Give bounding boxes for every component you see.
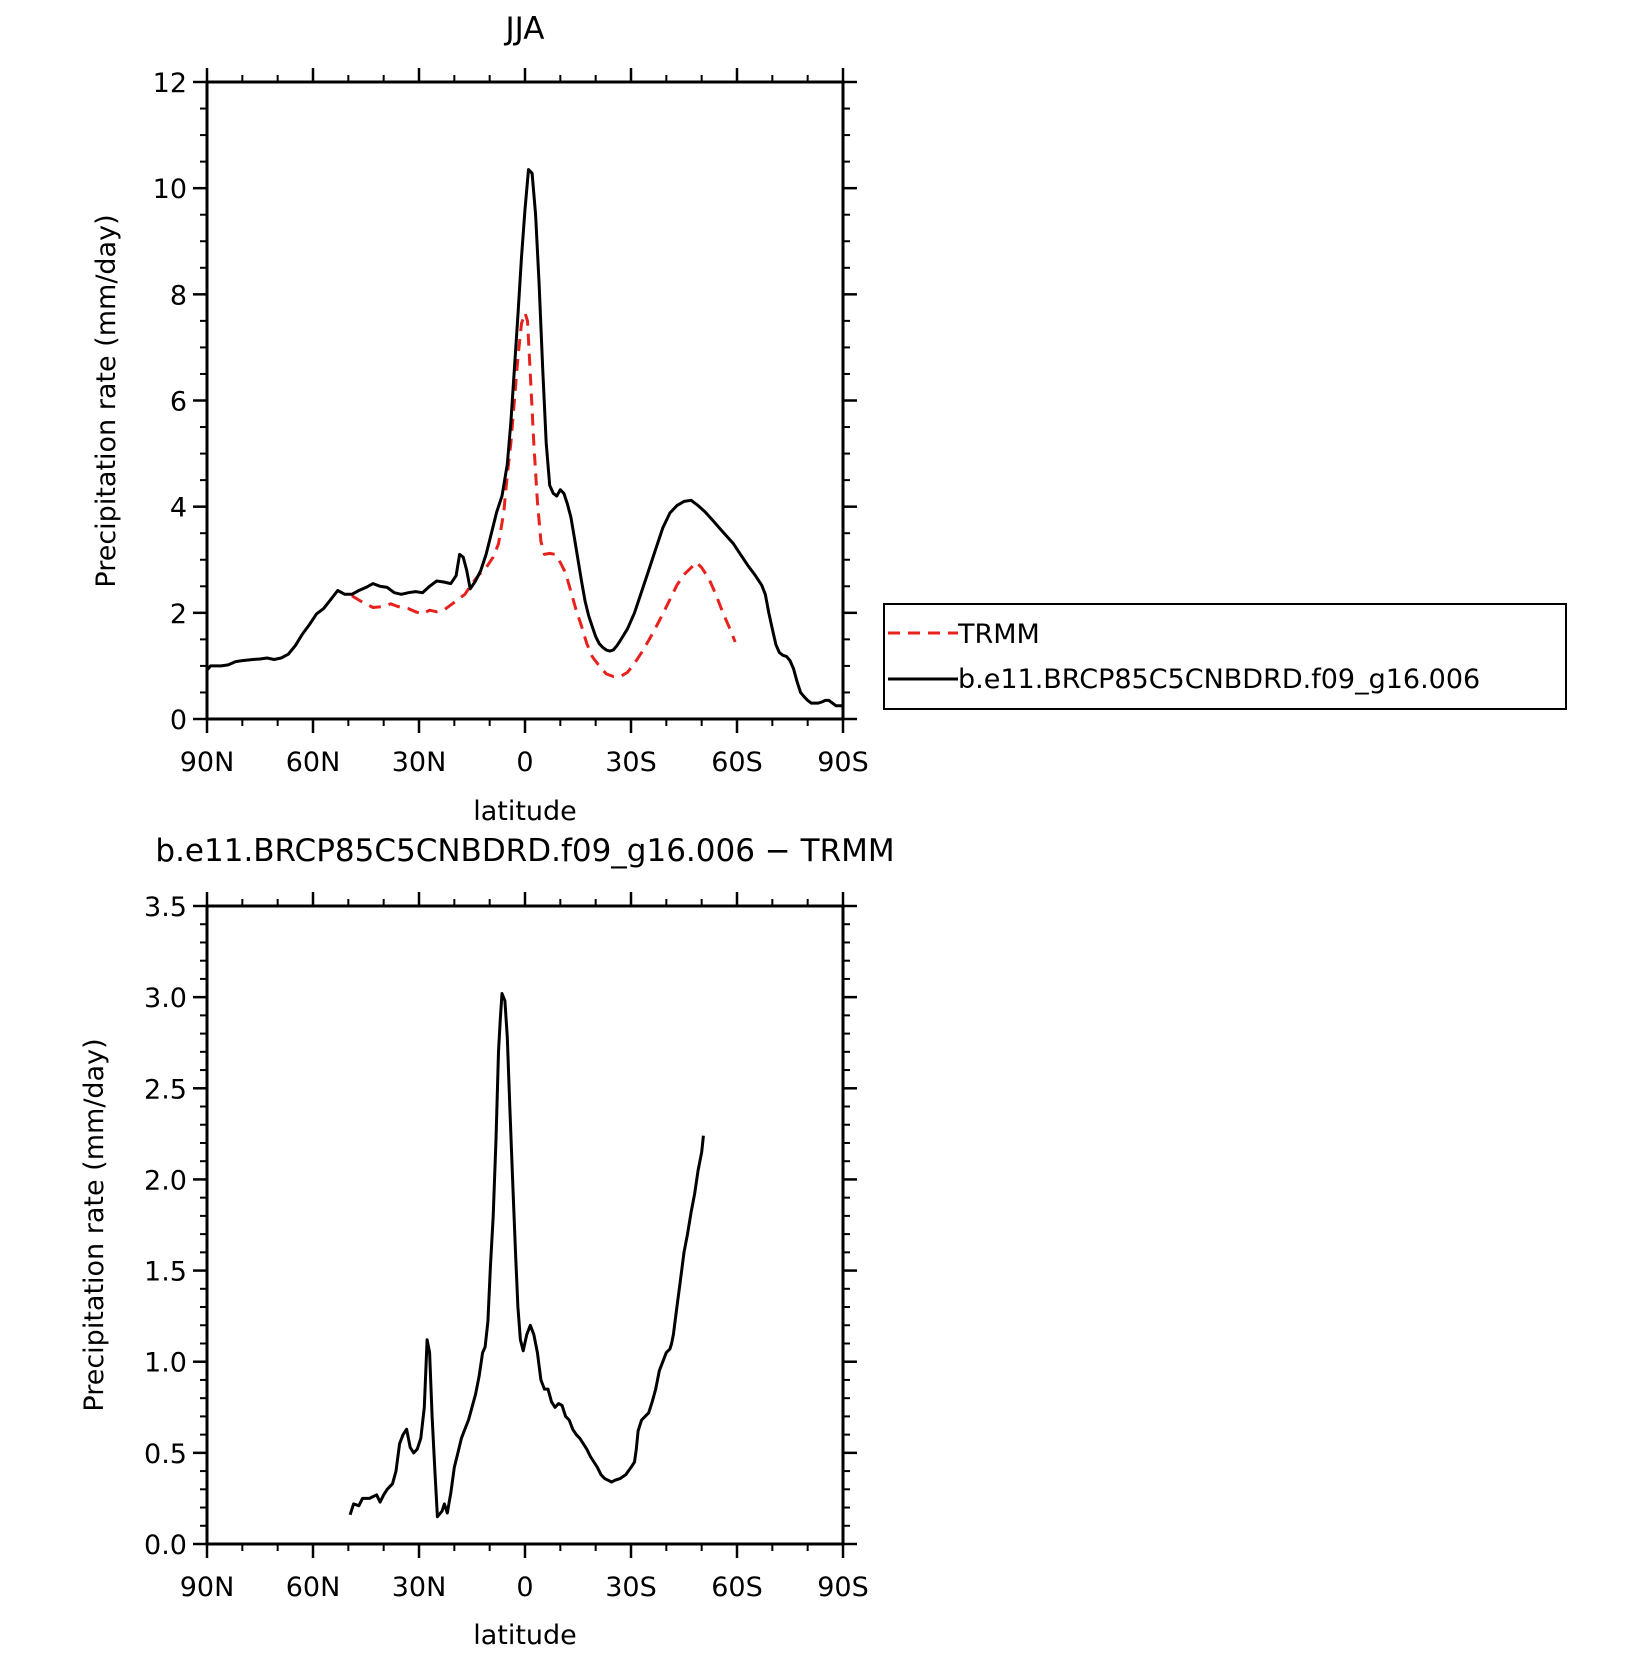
ticks xyxy=(193,68,857,733)
series-group xyxy=(205,168,843,708)
chart-title: b.e11.BRCP85C5CNBDRD.f09_g16.006 − TRMM xyxy=(155,833,894,869)
legend: TRMM b.e11.BRCP85C5CNBDRD.f09_g16.006 xyxy=(883,603,1567,710)
x-tick-label: 60N xyxy=(286,1572,341,1603)
x-tick-label: 60S xyxy=(711,1572,763,1603)
plot-frame xyxy=(205,80,845,721)
x-tick-label: 60N xyxy=(286,747,341,778)
y-tick-label: 3.0 xyxy=(144,983,187,1014)
series-group xyxy=(348,992,705,1519)
y-tick-label: 4 xyxy=(170,493,187,524)
plot-frame xyxy=(205,904,845,1546)
y-tick-label: 3.5 xyxy=(144,892,187,923)
y-tick-label: 0.0 xyxy=(144,1530,187,1561)
x-tick-label: 90N xyxy=(180,1572,235,1603)
y-axis-title: Precipitation rate (mm/day) xyxy=(91,214,122,587)
y-axis-title: Precipitation rate (mm/day) xyxy=(79,1038,110,1411)
x-tick-label: 90S xyxy=(817,1572,869,1603)
x-tick-label: 90S xyxy=(817,747,869,778)
y-tick-label: 1.0 xyxy=(144,1348,187,1379)
x-tick-label: 30N xyxy=(392,1572,447,1603)
legend-box xyxy=(883,603,1567,710)
difference-chart: b.e11.BRCP85C5CNBDRD.f09_g16.006 − TRMM … xyxy=(79,833,895,1651)
y-tick-label: 12 xyxy=(153,68,187,99)
chart-title: JJA xyxy=(504,11,545,47)
y-tick-label: 1.5 xyxy=(144,1257,187,1288)
x-tick-labels: 90N 60N 30N 0 30S 60S 90S xyxy=(180,1572,869,1603)
y-tick-label: 0 xyxy=(170,705,187,736)
y-tick-label: 6 xyxy=(170,387,187,418)
series-line-model xyxy=(205,168,843,708)
x-tick-labels: 90N 60N 30N 0 30S 60S 90S xyxy=(180,747,869,778)
series-line-trmm xyxy=(351,311,737,678)
x-tick-label: 30N xyxy=(392,747,447,778)
y-tick-labels: 0.0 0.5 1.0 1.5 2.0 2.5 3.0 3.5 xyxy=(144,892,187,1561)
legend-label-model: b.e11.BRCP85C5CNBDRD.f09_g16.006 xyxy=(958,664,1480,695)
x-axis-title: latitude xyxy=(473,1620,577,1651)
y-tick-label: 2 xyxy=(170,599,187,630)
y-tick-labels: 0 2 4 6 8 10 12 xyxy=(153,68,187,736)
x-tick-label: 90N xyxy=(180,747,235,778)
x-tick-label: 30S xyxy=(605,747,657,778)
y-tick-label: 0.5 xyxy=(144,1439,187,1470)
x-axis-title: latitude xyxy=(473,796,577,827)
series-line-difference xyxy=(348,992,705,1519)
x-tick-label: 0 xyxy=(516,1572,533,1603)
y-tick-label: 8 xyxy=(170,280,187,311)
y-tick-label: 2.5 xyxy=(144,1074,187,1105)
x-tick-label: 30S xyxy=(605,1572,657,1603)
ticks xyxy=(193,892,857,1558)
x-tick-label: 0 xyxy=(516,747,533,778)
x-tick-label: 60S xyxy=(711,747,763,778)
legend-label-trmm: TRMM xyxy=(957,619,1040,650)
y-tick-label: 10 xyxy=(153,174,187,205)
y-tick-label: 2.0 xyxy=(144,1165,187,1196)
precip-chart: JJA 90N 60N 30N 0 30S 60S 90S 0 2 4 6 8 10 12 latitu… xyxy=(91,11,869,827)
